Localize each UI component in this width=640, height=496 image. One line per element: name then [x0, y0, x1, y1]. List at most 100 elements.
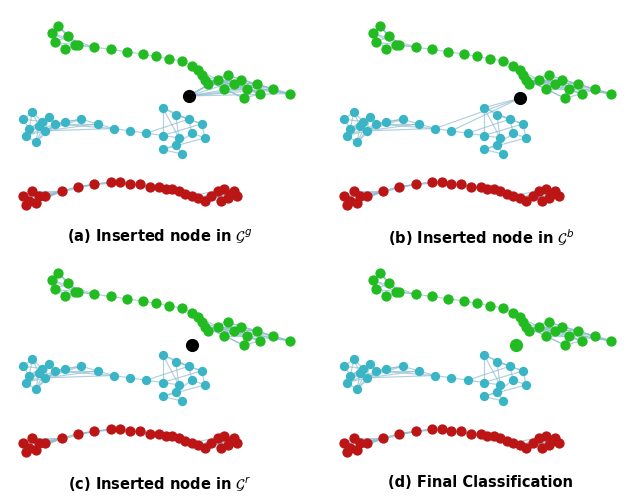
Point — [527, 439, 538, 447]
Point — [381, 118, 391, 125]
Point — [446, 428, 456, 435]
Point — [187, 341, 197, 349]
Point — [50, 286, 60, 294]
Point — [115, 178, 125, 186]
Point — [73, 430, 83, 437]
Point — [220, 432, 230, 440]
Point — [355, 369, 365, 377]
Point — [342, 448, 352, 456]
Point — [508, 192, 518, 200]
Point — [339, 192, 349, 200]
Point — [521, 443, 531, 451]
Point — [40, 374, 51, 382]
Point — [427, 293, 437, 301]
Point — [70, 41, 80, 49]
Point — [365, 113, 375, 121]
Point — [125, 374, 135, 382]
Point — [410, 428, 420, 435]
Point — [394, 288, 404, 296]
Point — [232, 439, 243, 447]
Point — [242, 332, 252, 340]
Point — [492, 111, 502, 119]
Point — [17, 362, 28, 370]
Point — [223, 194, 233, 202]
Point — [589, 332, 600, 340]
Point — [200, 197, 210, 205]
Point — [352, 199, 362, 207]
Point — [89, 290, 99, 298]
Point — [37, 118, 47, 125]
Point — [216, 443, 227, 451]
Point — [518, 367, 528, 375]
Point — [223, 71, 233, 79]
Point — [397, 115, 408, 123]
Text: (c) Inserted node in $\mathcal{G}^r$: (c) Inserted node in $\mathcal{G}^r$ — [68, 475, 251, 494]
Point — [50, 120, 60, 128]
Point — [488, 432, 499, 440]
Point — [236, 76, 246, 84]
Point — [151, 53, 161, 61]
Point — [358, 365, 369, 372]
Point — [466, 430, 476, 437]
Point — [193, 194, 204, 202]
Point — [410, 290, 420, 298]
Point — [223, 441, 233, 449]
Point — [385, 32, 395, 40]
Point — [141, 376, 152, 384]
Point — [157, 131, 168, 139]
Point — [154, 183, 164, 190]
Point — [125, 428, 135, 435]
Point — [106, 178, 116, 186]
Point — [427, 178, 437, 186]
Point — [339, 115, 349, 123]
Point — [544, 194, 554, 202]
Point — [252, 80, 262, 88]
Point — [488, 185, 499, 193]
Point — [170, 358, 180, 366]
Point — [371, 367, 381, 375]
Point — [371, 39, 381, 47]
Point — [476, 430, 486, 437]
Point — [482, 185, 492, 193]
Point — [203, 80, 213, 88]
Point — [92, 367, 102, 375]
Point — [371, 286, 381, 294]
Point — [34, 369, 44, 377]
Point — [346, 372, 356, 379]
Point — [508, 309, 518, 317]
Point — [138, 50, 148, 58]
Point — [499, 57, 509, 65]
Point — [463, 376, 473, 384]
Point — [106, 293, 116, 301]
Point — [145, 430, 155, 437]
Point — [508, 439, 518, 447]
Point — [174, 134, 184, 142]
Point — [53, 269, 63, 277]
Point — [466, 183, 476, 190]
Point — [161, 432, 171, 440]
Point — [430, 372, 440, 379]
Point — [352, 138, 362, 146]
Point — [368, 276, 378, 284]
Point — [472, 53, 483, 61]
Point — [521, 197, 531, 205]
Point — [563, 332, 573, 340]
Point — [21, 448, 31, 456]
Point — [177, 150, 188, 158]
Point — [541, 185, 551, 193]
Point — [21, 201, 31, 209]
Point — [339, 362, 349, 370]
Point — [605, 337, 616, 345]
Point — [544, 441, 554, 449]
Point — [482, 432, 492, 440]
Point — [485, 302, 495, 310]
Point — [50, 39, 60, 47]
Point — [47, 276, 57, 284]
Point — [47, 29, 57, 37]
Point — [141, 129, 152, 137]
Point — [138, 297, 148, 305]
Point — [70, 288, 80, 296]
Point — [460, 50, 470, 58]
Point — [339, 439, 349, 447]
Point — [213, 434, 223, 442]
